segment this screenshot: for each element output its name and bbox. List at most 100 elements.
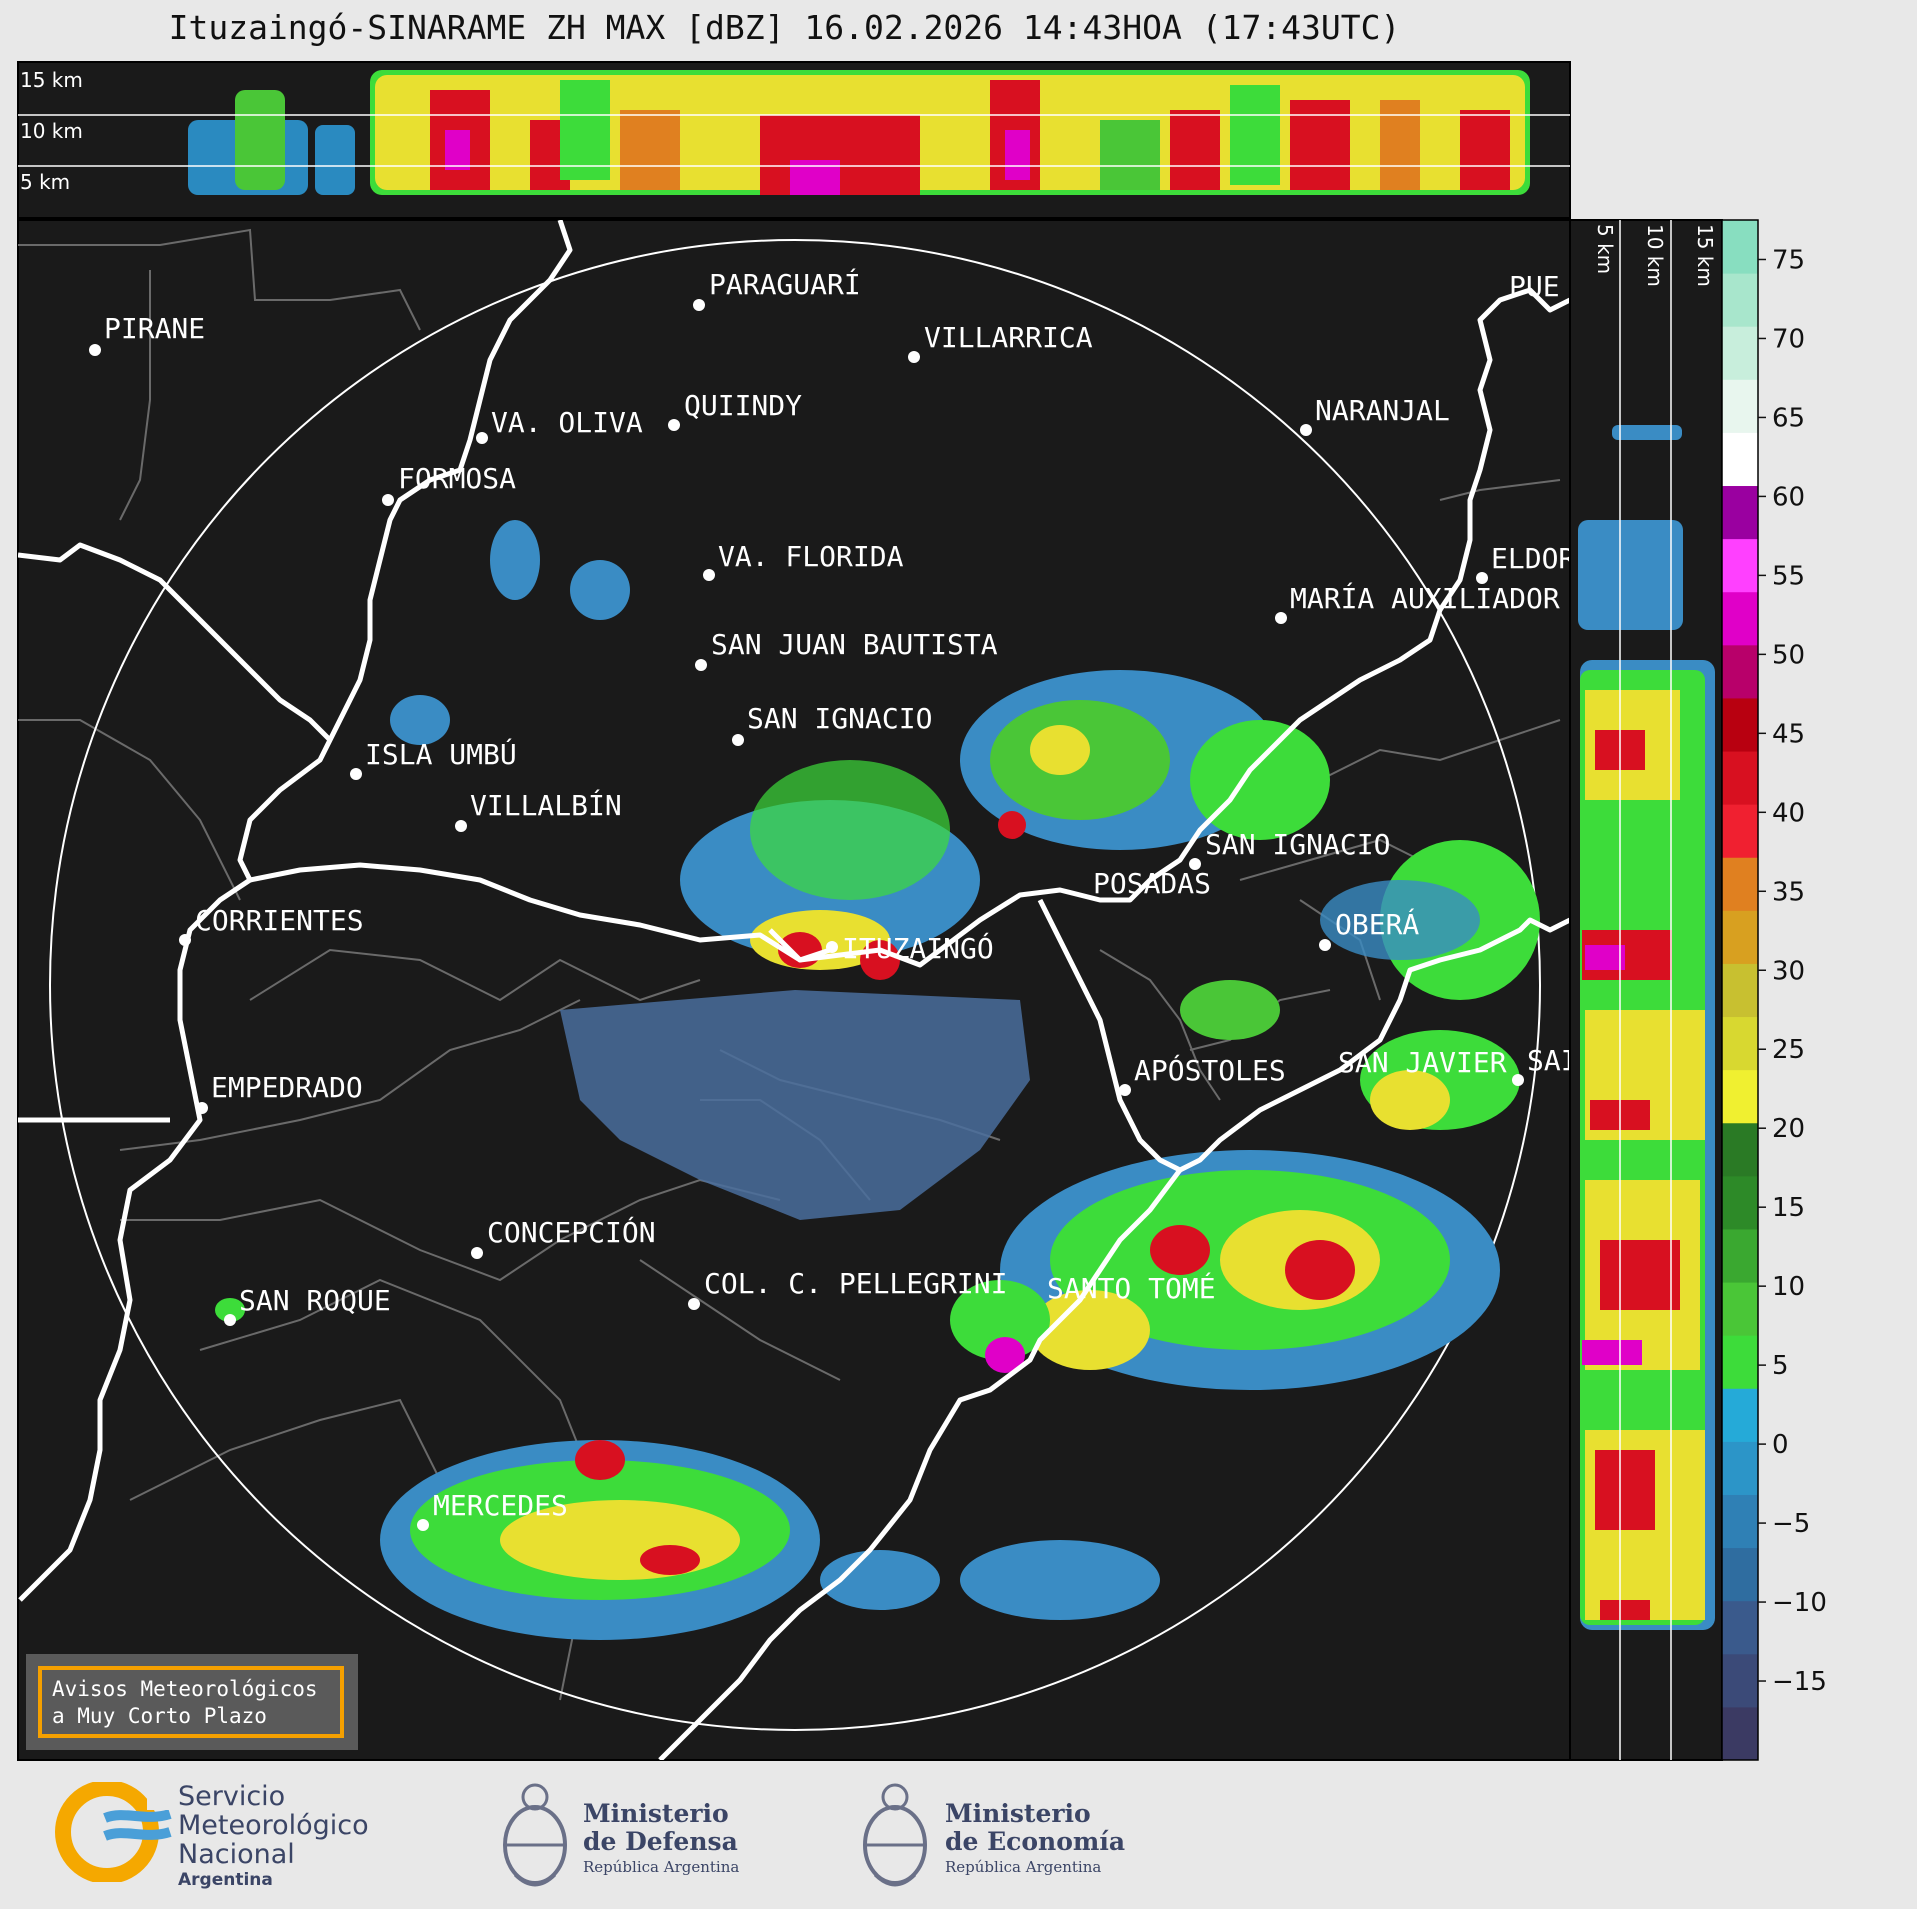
colorbar-tick-label: −10 xyxy=(1772,1588,1827,1618)
top-10km-label: 10 km xyxy=(20,119,83,143)
colorbar-segment xyxy=(1722,1228,1758,1283)
top-15km-label: 15 km xyxy=(20,68,83,92)
top-profile-echoes xyxy=(188,70,1530,195)
colorbar-tick-label: 75 xyxy=(1772,245,1805,275)
colorbar-segment xyxy=(1722,1335,1758,1389)
colorbar-tick-label: 5 xyxy=(1772,1351,1789,1381)
city-label: VILLARRICA xyxy=(924,321,1093,354)
colorbar-segment xyxy=(1722,1069,1758,1124)
city-label: CONCEPCIÓN xyxy=(487,1215,656,1249)
colorbar-tick-label: −15 xyxy=(1772,1667,1827,1697)
colorbar-segment xyxy=(1722,273,1758,327)
city-markers xyxy=(89,299,1524,1531)
city-label: VA. FLORIDA xyxy=(718,540,904,573)
colorbar-tick-label: 0 xyxy=(1772,1430,1789,1460)
colorbar-tick-label: 35 xyxy=(1772,877,1805,907)
coat-of-arms-icon xyxy=(503,1783,567,1887)
warning-text: Avisos Meteorológicos a Muy Corto Plazo xyxy=(52,1677,318,1728)
city-label: MARÍA AUXILIADOR xyxy=(1290,581,1560,615)
city-label: SAN ROQUE xyxy=(239,1284,391,1317)
city-labels: PIRANE PARAGUARÍ VILLARRICA QUIINDY VA. … xyxy=(104,267,1578,1522)
colorbar-segment xyxy=(1722,1175,1758,1230)
colorbar-segment xyxy=(1722,1494,1758,1549)
colorbar-segment xyxy=(1722,220,1758,274)
defensa-line2: de Defensa xyxy=(583,1827,738,1856)
city-label: SAN IGNACIO xyxy=(1205,828,1390,861)
city-label: FORMOSA xyxy=(398,462,516,495)
city-label: PUE xyxy=(1509,270,1560,303)
defensa-line1: Ministerio xyxy=(583,1799,729,1828)
colorbar-segment xyxy=(1722,857,1758,911)
rivers-borders xyxy=(18,220,1570,1760)
colorbar-segment xyxy=(1722,644,1758,699)
city-label: VA. OLIVA xyxy=(491,406,643,439)
city-label: VILLALBÍN xyxy=(470,788,622,822)
colorbar-tick-label: 40 xyxy=(1772,798,1805,828)
smn-line4: Argentina xyxy=(178,1870,273,1890)
colorbar-segment xyxy=(1722,804,1758,858)
colorbar-tick-label: −5 xyxy=(1772,1509,1810,1539)
colorbar-segment xyxy=(1722,1547,1758,1602)
map-title: Ituzaingó-SINARAME ZH MAX [dBZ] 16.02.20… xyxy=(168,8,1401,47)
colorbar-tick-label: 50 xyxy=(1772,640,1805,670)
smn-logo-text: Servicio Meteorológico Nacional Argentin… xyxy=(178,1782,369,1891)
city-label: NARANJAL xyxy=(1315,394,1450,427)
colorbar-tick-label: 60 xyxy=(1772,482,1805,512)
side-15km-label: 15 km xyxy=(1693,224,1717,287)
colorbar-segment xyxy=(1722,1282,1758,1336)
city-label: EMPEDRADO xyxy=(211,1071,363,1104)
colorbar-tick-label: 20 xyxy=(1772,1114,1805,1144)
colorbar-tick-label: 15 xyxy=(1772,1193,1805,1223)
economia-line2: de Economía xyxy=(945,1827,1126,1856)
colorbar-tick-label: 30 xyxy=(1772,956,1805,986)
smn-line3: Nacional xyxy=(178,1839,295,1870)
colorbar-segments xyxy=(1722,220,1758,1761)
colorbar-segment xyxy=(1722,591,1758,646)
colorbar-segment xyxy=(1722,1600,1758,1655)
colorbar-tick-label: 25 xyxy=(1772,1035,1805,1065)
colorbar-segment xyxy=(1722,379,1758,433)
side-vertical-profile-panel: 5 km 10 km 15 km xyxy=(1569,219,1723,1761)
colorbar-segment xyxy=(1722,1706,1758,1761)
colorbar-segment xyxy=(1722,326,1758,380)
smn-line1: Servicio xyxy=(178,1781,286,1812)
city-label: SAN JUAN BAUTISTA xyxy=(711,628,998,661)
colorbar-segment xyxy=(1722,1388,1758,1442)
warning-box: Avisos Meteorológicos a Muy Corto Plazo xyxy=(26,1654,358,1750)
city-label: CORRIENTES xyxy=(195,904,364,937)
side-5km-label: 5 km xyxy=(1593,224,1617,274)
smn-line2: Meteorológico xyxy=(178,1810,369,1841)
city-label: PIRANE xyxy=(104,312,205,345)
city-label: QUIINDY xyxy=(684,389,802,422)
top-vertical-profile-panel: 15 km 10 km 5 km xyxy=(17,61,1571,219)
city-label: SAI xyxy=(1527,1044,1578,1077)
province-boundaries xyxy=(18,228,1561,1701)
colorbar-segment xyxy=(1722,751,1758,805)
radar-map: PIRANE PARAGUARÍ VILLARRICA QUIINDY VA. … xyxy=(17,219,1578,1761)
city-label: MERCEDES xyxy=(433,1489,568,1522)
colorbar-segment xyxy=(1722,432,1758,487)
precipitation-echoes xyxy=(215,520,1540,1640)
top-5km-label: 5 km xyxy=(20,170,70,194)
warning-frame: Avisos Meteorológicos a Muy Corto Plazo xyxy=(38,1666,344,1738)
side-10km-label: 10 km xyxy=(1643,224,1667,287)
clutter-fan xyxy=(560,990,1030,1220)
colorbar-tick-label: 10 xyxy=(1772,1272,1805,1302)
city-label: APÓSTOLES xyxy=(1134,1053,1286,1087)
defensa-line3: República Argentina xyxy=(583,1858,740,1876)
colorbar-segment xyxy=(1722,1016,1758,1071)
city-label: POSADAS xyxy=(1093,867,1211,900)
colorbar-tick-label: 45 xyxy=(1772,719,1805,749)
city-label: ITUZAINGÓ xyxy=(842,931,994,965)
side-profile-echoes xyxy=(1578,425,1715,1630)
colorbar-segment xyxy=(1722,485,1758,540)
city-label: SAN JAVIER xyxy=(1338,1046,1507,1079)
coat-of-arms-icon xyxy=(863,1783,927,1887)
colorbar-segment xyxy=(1722,1653,1758,1708)
economia-line3: República Argentina xyxy=(945,1858,1102,1876)
colorbar-segment xyxy=(1722,910,1758,964)
city-label: SAN IGNACIO xyxy=(747,702,932,735)
range-ring xyxy=(49,239,1541,1731)
